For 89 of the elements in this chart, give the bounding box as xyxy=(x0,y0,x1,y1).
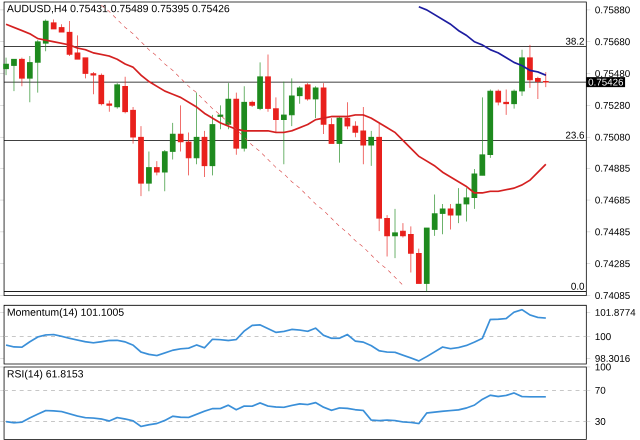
y-tick-label: 0.75880 xyxy=(595,6,630,14)
annotation: 23.6 xyxy=(566,131,584,138)
candlestick xyxy=(170,122,176,160)
y-tick-label: 100 xyxy=(596,332,611,340)
candlestick xyxy=(296,86,303,104)
candlestick xyxy=(424,227,430,292)
line-series xyxy=(5,308,547,362)
candlestick xyxy=(487,88,494,158)
candlestick xyxy=(50,18,57,30)
chart-title: AUDUSD,H4 0.75431 0.75489 0.75395 0.75426 xyxy=(6,4,230,14)
candlestick xyxy=(535,76,541,100)
y-tick-label: 0.75680 xyxy=(595,38,630,46)
candlestick xyxy=(34,40,41,93)
candlestick xyxy=(3,57,9,76)
candlestick xyxy=(456,188,462,224)
candlestick xyxy=(519,49,525,96)
candlestick xyxy=(408,226,414,273)
y-tick-label: 0.75480 xyxy=(595,70,630,77)
candlestick xyxy=(98,73,104,106)
candlestick xyxy=(154,160,160,176)
y-tick-label: 30 xyxy=(595,418,606,425)
candlestick xyxy=(58,24,64,32)
candlestick xyxy=(360,106,366,164)
candlestick xyxy=(114,82,120,109)
candlestick xyxy=(257,62,263,110)
ref-line-label: 0.75426 xyxy=(588,78,624,86)
candlestick xyxy=(328,118,334,144)
candlestick xyxy=(312,86,318,118)
candlestick xyxy=(26,56,33,102)
candlestick xyxy=(352,120,358,138)
candlestick xyxy=(82,57,88,78)
candlestick xyxy=(376,122,382,232)
candlestick xyxy=(90,71,96,94)
candlestick xyxy=(304,82,311,101)
candlestick xyxy=(542,72,549,88)
candlestick xyxy=(392,208,398,258)
y-tick-label: 0.74685 xyxy=(595,196,630,204)
y-tick-label: 0.74885 xyxy=(595,164,630,172)
candlestick xyxy=(11,58,17,92)
annotation: 38.2 xyxy=(566,38,584,45)
y-tick-label: 0.74085 xyxy=(595,292,630,299)
candlestick xyxy=(281,81,287,164)
y-tick-label: 0.75080 xyxy=(595,134,630,141)
candlestick xyxy=(527,44,533,88)
y-tick-label: 0.74285 xyxy=(595,260,630,268)
candlestick xyxy=(416,248,422,284)
candlestick xyxy=(464,188,470,222)
chart-title: RSI(14) 61.8153 xyxy=(8,370,84,380)
annotation: 0.0 xyxy=(571,282,584,290)
candlestick xyxy=(74,34,80,60)
candlestick xyxy=(194,92,200,164)
candlestick xyxy=(225,82,232,130)
candlestick xyxy=(440,204,446,234)
candlestick xyxy=(448,204,454,230)
y-tick-label: 0.74485 xyxy=(595,228,630,236)
candlestick xyxy=(186,132,192,176)
candlestick xyxy=(368,130,374,166)
y-tick-label: 98.3016 xyxy=(595,354,630,362)
candlestick xyxy=(320,82,326,134)
candlestick xyxy=(218,104,224,130)
candlestick xyxy=(146,151,152,192)
candlestick xyxy=(344,102,350,130)
candlestick xyxy=(472,168,478,209)
candlestick xyxy=(106,100,112,112)
candlestick xyxy=(384,214,390,257)
candlestick xyxy=(479,96,486,176)
candlestick xyxy=(66,20,72,56)
y-tick-label: 100 xyxy=(596,363,611,370)
candlestick xyxy=(162,149,168,192)
candlestick xyxy=(202,130,208,178)
candlestick xyxy=(265,54,271,112)
candlestick xyxy=(336,116,342,163)
candlestick xyxy=(432,194,438,236)
candlestick xyxy=(130,106,136,144)
y-tick-label: 101.8774 xyxy=(596,308,636,316)
candlestick xyxy=(503,88,510,116)
chart-title: Momentum(14) 101.1005 xyxy=(8,308,124,318)
candlestick xyxy=(210,114,216,176)
candlestick xyxy=(495,88,502,106)
candlestick xyxy=(122,76,128,114)
y-tick-label: 0.75280 xyxy=(595,102,630,109)
y-tick-label: 70 xyxy=(595,386,606,394)
candlestick xyxy=(400,222,406,238)
candlestick xyxy=(273,96,279,133)
candlestick xyxy=(288,78,295,126)
candlestick xyxy=(178,104,184,152)
candlestick xyxy=(511,88,517,109)
candlestick xyxy=(138,126,144,196)
candlestick xyxy=(19,57,25,86)
